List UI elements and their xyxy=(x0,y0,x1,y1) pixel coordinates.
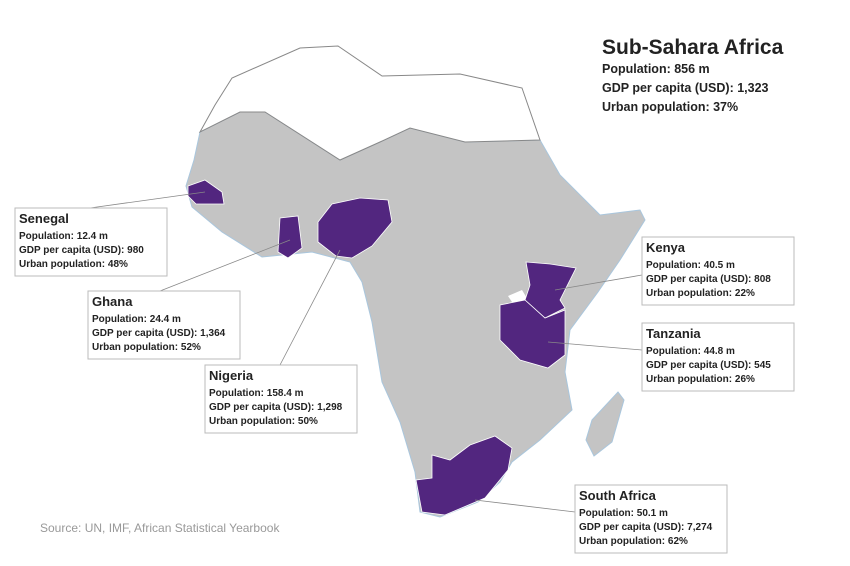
country-name: Ghana xyxy=(92,294,133,309)
country-stat: Population: 158.4 m xyxy=(209,388,304,399)
leader-line xyxy=(474,499,576,513)
country-name: Nigeria xyxy=(209,368,254,383)
country-stat: Urban population: 62% xyxy=(579,536,688,547)
country-stat: Population: 12.4 m xyxy=(19,231,108,242)
country-stat: GDP per capita (USD): 980 xyxy=(19,245,144,256)
country-stat: Population: 24.4 m xyxy=(92,314,181,325)
tanzania xyxy=(499,299,566,369)
leader-line xyxy=(547,341,643,351)
country-box xyxy=(574,484,728,554)
senegal xyxy=(187,179,225,205)
country-box xyxy=(87,290,241,360)
country-stat: Urban population: 22% xyxy=(646,288,755,299)
region-stat: GDP per capita (USD): 1,323 xyxy=(602,81,769,95)
title: Sub-Sahara Africa xyxy=(602,36,784,59)
country-box xyxy=(14,207,168,277)
country-stat: Urban population: 48% xyxy=(19,259,128,270)
country-stat: Population: 44.8 m xyxy=(646,346,735,357)
continent xyxy=(185,45,646,518)
region-stat: Population: 856 m xyxy=(602,62,710,76)
leader-line xyxy=(279,249,341,366)
country-stat: GDP per capita (USD): 1,298 xyxy=(209,402,343,413)
country-stat: Urban population: 52% xyxy=(92,342,201,353)
leader-line xyxy=(89,191,206,209)
north-africa xyxy=(198,45,541,161)
country-stat: GDP per capita (USD): 1,364 xyxy=(92,328,226,339)
region-stat: Urban population: 37% xyxy=(602,100,738,114)
country-stat: GDP per capita (USD): 808 xyxy=(646,274,771,285)
country-name: Tanzania xyxy=(646,326,701,341)
highlighted-countries xyxy=(187,179,577,516)
country-stat: Urban population: 50% xyxy=(209,416,318,427)
country-stat: Population: 40.5 m xyxy=(646,260,735,271)
country-stat: Population: 50.1 m xyxy=(579,508,668,519)
country-box xyxy=(641,322,795,392)
country-name: Kenya xyxy=(646,240,686,255)
country-stat: Urban population: 26% xyxy=(646,374,755,385)
sub-saharan-africa xyxy=(185,111,646,518)
madagascar xyxy=(585,391,625,457)
country-name: South Africa xyxy=(579,488,657,503)
leader-line xyxy=(554,274,643,291)
kenya xyxy=(524,261,577,319)
country-stat: GDP per capita (USD): 545 xyxy=(646,360,771,371)
country-box xyxy=(641,236,795,306)
ghana xyxy=(277,215,303,259)
country-name: Senegal xyxy=(19,211,69,226)
nigeria xyxy=(317,197,393,259)
region-stats: Population: 856 m GDP per capita (USD): 1… xyxy=(602,62,769,114)
country-box xyxy=(204,364,358,434)
country-boxes: Senegal Population: 12.4 m GDP per capita … xyxy=(14,191,795,554)
south-africa xyxy=(415,435,513,516)
leader-line xyxy=(159,239,291,292)
country-stat: GDP per capita (USD): 7,274 xyxy=(579,522,713,533)
source: Source: UN, IMF, African Statistical Yea… xyxy=(40,521,280,535)
